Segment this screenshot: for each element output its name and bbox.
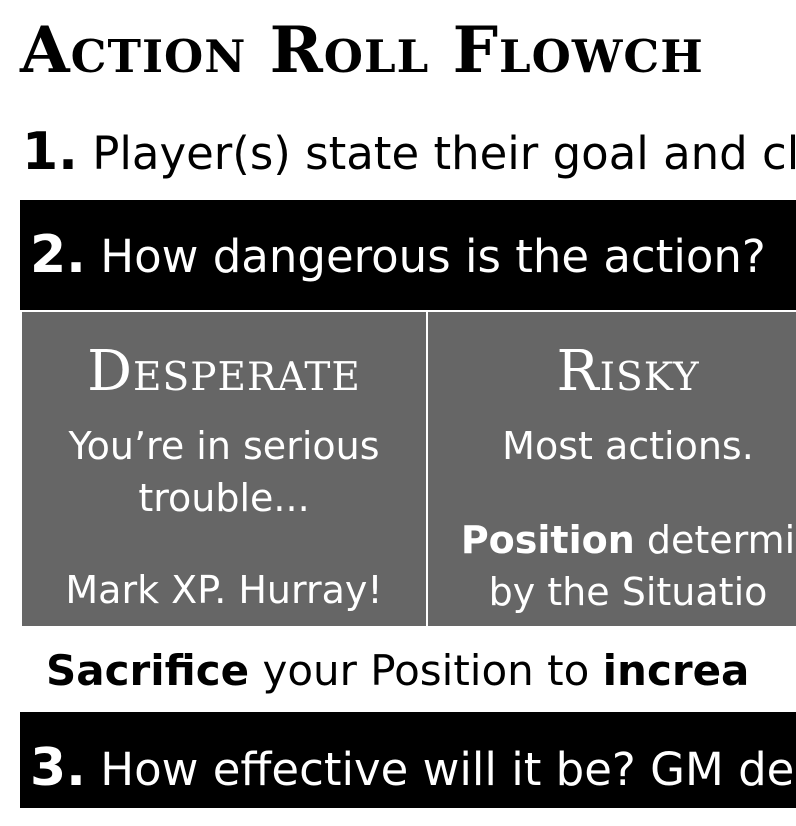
sacrifice-mid: your Position to [249, 646, 603, 695]
step-3-text: How effective will it be? GM de [100, 743, 795, 796]
sacrifice-bold-1: Sacrifice [46, 646, 250, 695]
step-1-number: 1. [22, 122, 78, 182]
step-3-header: 3. How effective will it be? GM de [20, 712, 796, 808]
desperate-line-2: trouble... [138, 476, 310, 520]
risky-line-1: Most actions. [502, 424, 754, 468]
sacrifice-bold-2: increa [602, 646, 750, 695]
desperate-line-1: You’re in serious [68, 424, 380, 468]
page-title: Action Roll Flowch [20, 13, 704, 88]
step-2-header: 2. How dangerous is the action? [20, 200, 796, 310]
desperate-cell: Desperate You’re in serious trouble... M… [22, 312, 426, 626]
step-1-text: Player(s) state their goal and cl [92, 127, 796, 180]
risky-position-rest: determi [634, 518, 796, 562]
step-2-number: 2. [30, 225, 86, 285]
step-3-number: 3. [30, 738, 86, 798]
sacrifice-note: Sacrifice your Position to increa [46, 641, 749, 701]
desperate-line-3: Mark XP. Hurray! [65, 568, 383, 612]
risky-cell: Risky Most actions. Position determi by … [428, 312, 796, 626]
risky-title: Risky [556, 339, 700, 404]
step-2-text: How dangerous is the action? [100, 230, 766, 283]
step-1: 1. Player(s) state their goal and cl [22, 122, 796, 184]
desperate-title: Desperate [87, 339, 361, 404]
risky-line-3: by the Situatio [488, 570, 768, 614]
risky-line-2: Position determi [428, 514, 796, 566]
risky-position-bold: Position [460, 518, 635, 562]
